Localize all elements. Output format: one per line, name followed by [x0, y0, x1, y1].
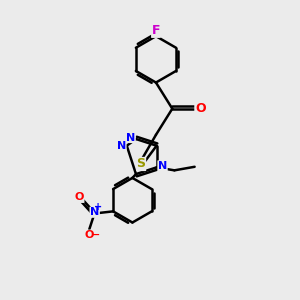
- Text: +: +: [94, 202, 102, 212]
- Text: O: O: [195, 102, 206, 115]
- Text: N: N: [158, 161, 167, 171]
- Text: −: −: [91, 230, 101, 240]
- Text: O: O: [85, 230, 94, 240]
- Text: N: N: [90, 207, 99, 217]
- Text: S: S: [136, 158, 146, 170]
- Text: O: O: [74, 192, 84, 203]
- Text: N: N: [126, 133, 135, 142]
- Text: N: N: [117, 141, 126, 151]
- Text: F: F: [152, 24, 160, 37]
